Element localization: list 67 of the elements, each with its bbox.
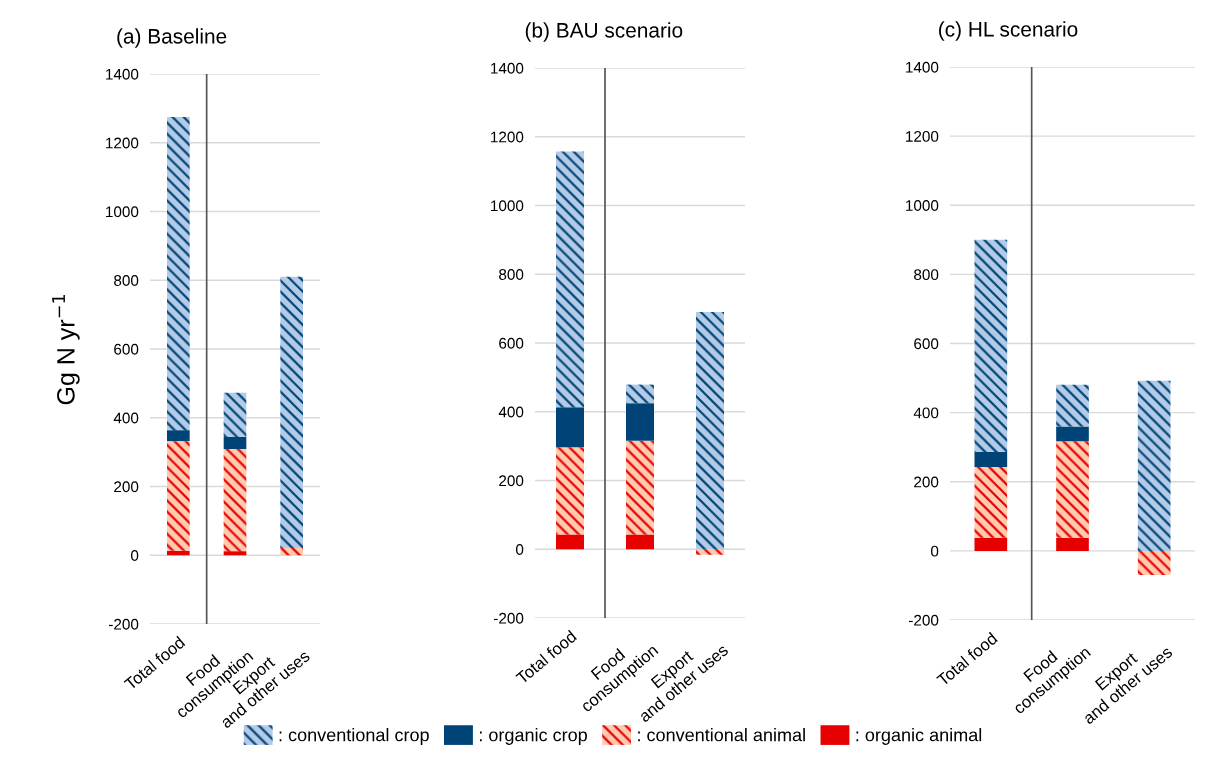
y-tick-label: 200 [114,481,139,493]
y-axis-title: Gg N yr$^{−1}$ [52,294,80,405]
chart-title: (c) HL scenario [939,21,1078,41]
bar [223,392,247,437]
bar [167,116,190,431]
y-tick-label: -200 [908,614,939,626]
bar [626,440,654,535]
y-tick-label: 600 [114,343,139,355]
bar [626,384,654,404]
bar [556,447,584,535]
y-tick-label: 0 [515,544,524,555]
bar [696,549,724,555]
chart-title: (b) BAU scenario [525,22,683,42]
y-tick-label: 1400 [906,61,939,73]
bar [696,312,724,550]
y-tick-label: 1400 [106,68,139,80]
bar [556,407,584,448]
y-tick-label: 600 [499,337,524,349]
bar [223,437,247,450]
bar [974,452,1008,467]
y-tick-label: 400 [913,407,939,419]
bar [167,550,190,556]
chart-title: (a) Baseline [117,28,227,48]
y-tick-label: 800 [114,275,139,286]
bar [974,537,1008,551]
bar [974,466,1008,538]
bar [167,430,190,442]
bar [223,551,247,556]
bar [1056,384,1089,427]
y-tick-label: 0 [130,550,139,561]
y-tick-label: 1200 [906,130,939,142]
bar [626,534,654,550]
bar [167,441,190,551]
bar [280,548,303,556]
y-tick-label: 1200 [491,131,524,143]
bar [556,151,584,408]
legend-label: : conventional crop [279,728,429,745]
bar [626,403,654,441]
y-tick-label: 800 [914,269,939,281]
bar [1137,380,1171,551]
x-tick-label: Total food [514,629,578,685]
bar [280,276,303,549]
y-tick-label: 400 [498,406,524,418]
y-tick-label: -200 [108,618,139,630]
bar [223,449,247,552]
x-tick-label: Total food [935,631,998,687]
y-tick-label: 1000 [491,200,524,212]
bar [1056,441,1089,538]
y-tick-label: 0 [930,545,939,557]
y-tick-label: 400 [113,412,139,424]
y-tick-label: 1000 [106,206,139,218]
bar [974,239,1008,453]
y-tick-label: -200 [493,612,524,624]
y-tick-label: 1000 [906,200,939,211]
y-tick-label: 1400 [491,62,524,74]
y-tick-label: 200 [914,476,939,488]
bar [1137,550,1171,576]
bar [1056,537,1089,551]
y-tick-label: 600 [914,338,939,350]
bar [556,534,584,550]
legend-label: : organic animal [856,728,982,745]
legend-label: : conventional animal [638,728,805,742]
y-tick-label: 800 [499,269,524,280]
legend-label: : organic crop [479,728,587,745]
bar [1056,426,1089,442]
y-tick-label: 200 [499,475,524,487]
y-tick-label: 1200 [106,137,139,149]
